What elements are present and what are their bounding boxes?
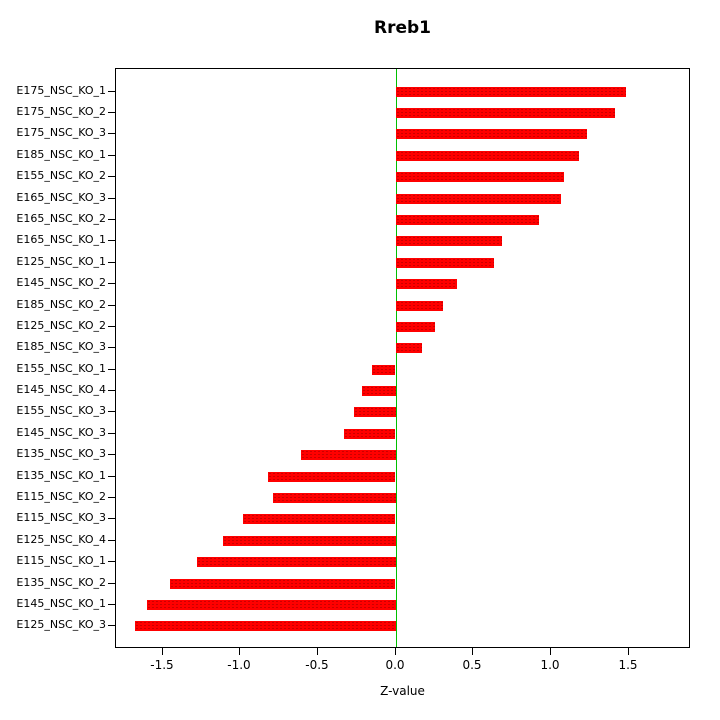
bar-E145_NSC_KO_4 xyxy=(362,386,396,396)
y-axis-label: E185_NSC_KO_1 xyxy=(16,148,106,161)
bar-E165_NSC_KO_3 xyxy=(396,194,561,204)
y-axis-label: E145_NSC_KO_4 xyxy=(16,383,106,396)
y-axis-label: E115_NSC_KO_1 xyxy=(16,554,106,567)
y-axis-tick xyxy=(108,476,115,477)
y-axis-label: E155_NSC_KO_2 xyxy=(16,169,106,182)
y-axis-tick xyxy=(108,133,115,134)
y-axis-tick xyxy=(108,369,115,370)
y-axis-tick xyxy=(108,561,115,562)
x-axis-tick xyxy=(628,648,629,655)
x-axis-tick-label: -1.5 xyxy=(150,658,174,672)
bar-E115_NSC_KO_3 xyxy=(243,514,395,524)
x-axis-tick-label: 1.0 xyxy=(540,658,560,672)
x-axis-tick-label: -0.5 xyxy=(305,658,329,672)
y-axis-label: E165_NSC_KO_1 xyxy=(16,233,106,246)
bar-E125_NSC_KO_2 xyxy=(396,322,435,332)
bar-E145_NSC_KO_2 xyxy=(396,279,457,289)
y-axis-tick xyxy=(108,305,115,306)
x-axis-tick xyxy=(239,648,240,655)
plot-area xyxy=(115,68,690,648)
x-axis-tick-label: 1.5 xyxy=(618,658,638,672)
bar-E185_NSC_KO_1 xyxy=(396,151,579,161)
y-axis-tick xyxy=(108,91,115,92)
y-axis-tick xyxy=(108,283,115,284)
x-axis-title: Z-value xyxy=(380,684,425,698)
bar-E155_NSC_KO_2 xyxy=(396,172,564,182)
y-axis-label: E165_NSC_KO_2 xyxy=(16,212,106,225)
y-axis-label: E155_NSC_KO_1 xyxy=(16,362,106,375)
y-axis-tick xyxy=(108,433,115,434)
zero-line xyxy=(396,69,397,647)
y-axis-tick xyxy=(108,583,115,584)
y-axis-label: E125_NSC_KO_2 xyxy=(16,319,106,332)
y-axis-tick xyxy=(108,347,115,348)
y-axis-tick xyxy=(108,112,115,113)
bar-E155_NSC_KO_1 xyxy=(372,365,395,375)
bar-E125_NSC_KO_4 xyxy=(223,536,396,546)
y-axis-label: E145_NSC_KO_3 xyxy=(16,426,106,439)
bar-E155_NSC_KO_3 xyxy=(354,407,396,417)
x-axis-tick-label: -1.0 xyxy=(227,658,251,672)
y-axis-label: E115_NSC_KO_2 xyxy=(16,490,106,503)
x-axis-tick xyxy=(472,648,473,655)
x-axis-tick xyxy=(162,648,163,655)
y-axis-label: E185_NSC_KO_2 xyxy=(16,298,106,311)
y-axis-tick xyxy=(108,326,115,327)
y-axis-label: E135_NSC_KO_1 xyxy=(16,469,106,482)
y-axis-tick xyxy=(108,518,115,519)
bar-E125_NSC_KO_3 xyxy=(135,621,396,631)
y-axis-label: E135_NSC_KO_2 xyxy=(16,576,106,589)
y-axis-tick xyxy=(108,262,115,263)
y-axis-tick xyxy=(108,176,115,177)
bar-E145_NSC_KO_1 xyxy=(147,600,396,610)
y-axis-tick xyxy=(108,219,115,220)
y-axis-label: E125_NSC_KO_3 xyxy=(16,618,106,631)
y-axis-tick xyxy=(108,625,115,626)
y-axis-label: E165_NSC_KO_3 xyxy=(16,191,106,204)
y-axis-tick xyxy=(108,198,115,199)
x-axis-tick xyxy=(317,648,318,655)
y-axis-tick xyxy=(108,411,115,412)
bar-E145_NSC_KO_3 xyxy=(344,429,395,439)
y-axis-tick xyxy=(108,604,115,605)
y-axis-label: E125_NSC_KO_4 xyxy=(16,533,106,546)
bar-E175_NSC_KO_2 xyxy=(396,108,615,118)
x-axis-tick-label: 0.5 xyxy=(462,658,482,672)
y-axis-label: E125_NSC_KO_1 xyxy=(16,255,106,268)
y-axis-tick xyxy=(108,390,115,391)
y-axis-tick xyxy=(108,240,115,241)
y-axis-tick xyxy=(108,540,115,541)
y-axis-tick xyxy=(108,155,115,156)
bar-E135_NSC_KO_2 xyxy=(170,579,395,589)
bar-E165_NSC_KO_2 xyxy=(396,215,539,225)
y-axis-label: E155_NSC_KO_3 xyxy=(16,404,106,417)
x-axis-tick-label: 0.0 xyxy=(385,658,405,672)
bar-E185_NSC_KO_2 xyxy=(396,301,443,311)
y-axis-label: E115_NSC_KO_3 xyxy=(16,511,106,524)
bar-E165_NSC_KO_1 xyxy=(396,236,502,246)
y-axis-label: E175_NSC_KO_3 xyxy=(16,126,106,139)
y-axis-label: E135_NSC_KO_3 xyxy=(16,447,106,460)
y-axis-label: E145_NSC_KO_2 xyxy=(16,276,106,289)
bar-E125_NSC_KO_1 xyxy=(396,258,494,268)
bar-E115_NSC_KO_1 xyxy=(197,557,396,567)
bar-E135_NSC_KO_3 xyxy=(301,450,396,460)
bar-E175_NSC_KO_1 xyxy=(396,87,626,97)
bar-E115_NSC_KO_2 xyxy=(273,493,396,503)
bar-E135_NSC_KO_1 xyxy=(268,472,395,482)
y-axis-label: E145_NSC_KO_1 xyxy=(16,597,106,610)
y-axis-tick xyxy=(108,497,115,498)
bar-E175_NSC_KO_3 xyxy=(396,129,587,139)
bar-E185_NSC_KO_3 xyxy=(396,343,422,353)
x-axis-tick xyxy=(395,648,396,655)
x-axis-tick xyxy=(550,648,551,655)
chart-title: Rreb1 xyxy=(373,18,431,38)
y-axis-label: E175_NSC_KO_2 xyxy=(16,105,106,118)
y-axis-label: E185_NSC_KO_3 xyxy=(16,340,106,353)
y-axis-label: E175_NSC_KO_1 xyxy=(16,84,106,97)
y-axis-tick xyxy=(108,454,115,455)
